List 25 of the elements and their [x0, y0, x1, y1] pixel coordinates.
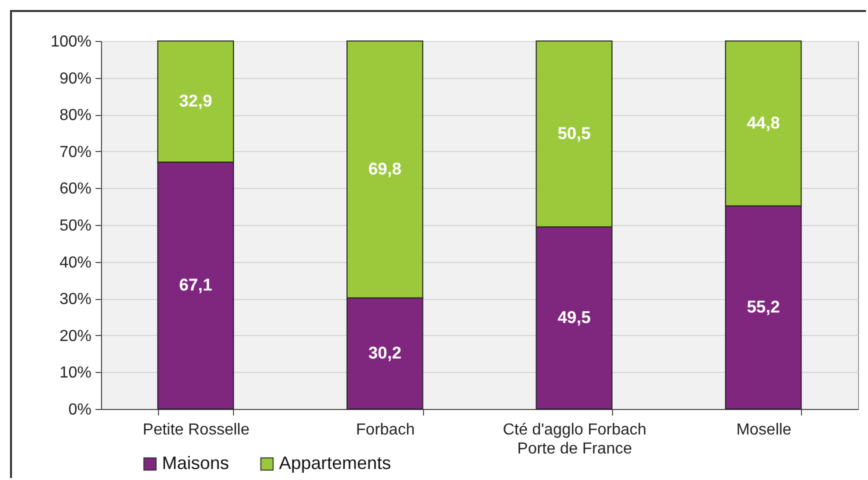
y-tick-label: 40%	[59, 254, 92, 272]
y-tick-label: 50%	[59, 218, 92, 234]
y-tick-label: 90%	[59, 70, 92, 88]
data-label: 30,2	[368, 343, 402, 362]
data-label: 44,8	[746, 113, 780, 132]
x-tick-label: Petite Rosselle	[142, 422, 250, 438]
x-tick-label: Forbach	[356, 422, 415, 438]
data-label: 32,9	[179, 92, 212, 111]
data-label: 67,1	[179, 276, 212, 295]
legend-label: Appartements	[279, 453, 392, 473]
data-label: 69,8	[368, 159, 402, 178]
data-label: 50,5	[558, 124, 591, 143]
data-label: 49,5	[558, 308, 591, 327]
x-tick-label: Cté d'agglo Forbach Porte de France	[502, 422, 646, 458]
y-tick-label: 100%	[50, 34, 92, 50]
y-tick-label: 30%	[59, 291, 92, 308]
data-label: 55,2	[746, 297, 780, 316]
y-tick-label: 10%	[59, 364, 92, 382]
y-tick-label: 70%	[59, 144, 92, 161]
x-tick-label: Moselle	[736, 422, 792, 438]
y-tick-label: 80%	[59, 107, 92, 124]
y-tick-label: 0%	[68, 402, 92, 418]
y-tick-label: 60%	[59, 180, 92, 198]
y-tick-label: 20%	[59, 328, 92, 345]
legend-label: Maisons	[162, 453, 230, 473]
